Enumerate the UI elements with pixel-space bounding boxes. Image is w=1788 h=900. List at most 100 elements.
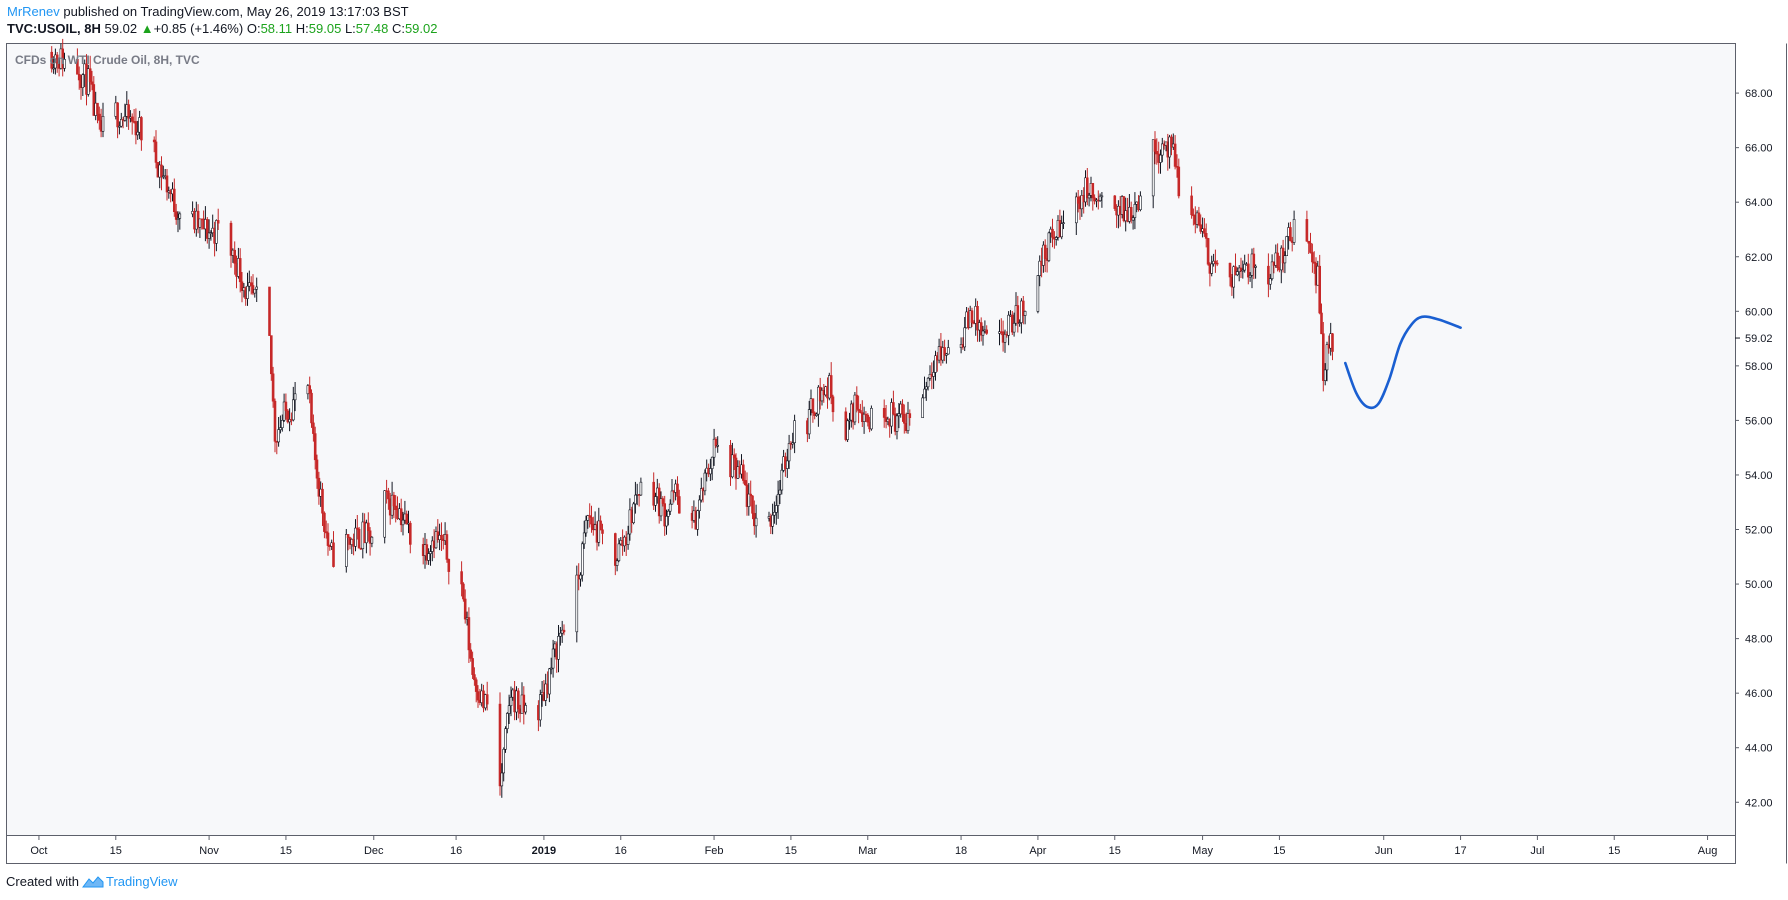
candle	[130, 113, 134, 135]
author-link[interactable]: MrRenev	[7, 4, 60, 19]
candle	[1270, 254, 1274, 281]
candle	[632, 501, 635, 525]
candle	[61, 38, 65, 77]
candle	[654, 492, 657, 512]
candle	[98, 106, 101, 130]
time-tick-label: Apr	[1029, 845, 1046, 857]
candle	[855, 386, 859, 413]
time-tick-label: Jun	[1375, 845, 1393, 857]
candle	[1236, 267, 1239, 277]
candle	[815, 412, 818, 417]
candle	[639, 477, 643, 496]
candle	[463, 589, 467, 624]
time-tick-label: 15	[785, 845, 797, 857]
candle	[116, 102, 119, 139]
candle	[127, 99, 130, 130]
candle	[268, 286, 271, 336]
candle	[895, 413, 899, 440]
candle	[1012, 312, 1016, 337]
candle	[280, 414, 284, 432]
candle	[92, 76, 96, 116]
candle	[253, 288, 257, 298]
candle	[1292, 210, 1296, 245]
created-with-text: Created with	[6, 874, 79, 889]
candle	[55, 52, 59, 73]
candle	[677, 489, 681, 514]
candle	[1133, 192, 1137, 230]
candle	[714, 437, 718, 449]
candle	[240, 272, 244, 303]
candle	[749, 480, 753, 507]
candle	[387, 487, 390, 510]
tradingview-link[interactable]: TradingView	[105, 874, 178, 889]
candles-group	[50, 38, 1334, 798]
price-tick-label: 46.00	[1745, 688, 1773, 700]
candle	[698, 495, 701, 519]
last-price: 59.02	[104, 21, 138, 36]
candle	[286, 409, 290, 424]
candle	[1320, 303, 1323, 335]
candle	[1214, 249, 1217, 273]
candle	[460, 561, 463, 597]
open-label: O:	[246, 21, 261, 36]
candle	[811, 398, 815, 423]
candle	[771, 503, 774, 535]
candle	[279, 415, 282, 434]
candle	[312, 414, 315, 442]
candle	[1318, 254, 1321, 315]
time-axis[interactable]	[6, 835, 1736, 864]
candle	[663, 495, 667, 536]
candle	[1076, 190, 1080, 213]
low-value: 57.48	[355, 21, 389, 36]
candle	[857, 395, 860, 424]
candle	[498, 692, 502, 796]
candle	[507, 694, 511, 724]
time-tick-label: 16	[615, 845, 627, 857]
candle	[315, 454, 319, 489]
candle	[921, 394, 924, 418]
candle	[1322, 322, 1325, 392]
candle	[366, 512, 370, 542]
price-change: +0.85 (+1.46%)	[153, 21, 244, 36]
candle	[848, 412, 851, 430]
plot-area[interactable]	[6, 43, 1736, 836]
candle	[1131, 215, 1135, 230]
price-tick-label: 52.00	[1745, 525, 1773, 537]
candle	[81, 73, 85, 96]
candle	[1289, 221, 1292, 242]
candle	[447, 558, 451, 585]
candle	[1007, 311, 1010, 346]
candle	[504, 726, 507, 753]
candle	[399, 498, 403, 533]
candle	[1206, 237, 1210, 266]
candle	[575, 565, 579, 643]
candle	[963, 317, 967, 351]
chart-title: CFDs on WTI Crude Oil, 8H, TVC	[15, 53, 200, 67]
candle	[509, 686, 513, 717]
candle	[154, 130, 158, 169]
candle	[613, 532, 617, 576]
tradingview-logo-icon	[81, 876, 104, 888]
last-price-label: 59.02	[1745, 333, 1773, 345]
candle	[793, 414, 796, 454]
candle	[505, 712, 509, 734]
candle	[1269, 273, 1272, 290]
candle	[174, 203, 178, 225]
close-value: 59.02	[404, 21, 438, 36]
candle	[1199, 214, 1202, 234]
symbol-info: TVC:USOIL, 8H 59.02 ▲+0.85 (+1.46%) O:58…	[7, 21, 438, 36]
candle	[206, 217, 209, 244]
candle	[1075, 192, 1078, 235]
candle	[1252, 247, 1256, 280]
candle	[901, 399, 904, 422]
candle	[562, 624, 566, 636]
time-tick-label: 17	[1454, 845, 1466, 857]
price-axis[interactable]	[1736, 43, 1787, 836]
price-tick-label: 60.00	[1745, 306, 1773, 318]
candle	[1043, 239, 1047, 273]
time-tick-label: Dec	[364, 845, 384, 857]
candle	[1016, 295, 1020, 333]
candle	[173, 178, 176, 217]
forecast-line[interactable]	[1344, 315, 1462, 410]
